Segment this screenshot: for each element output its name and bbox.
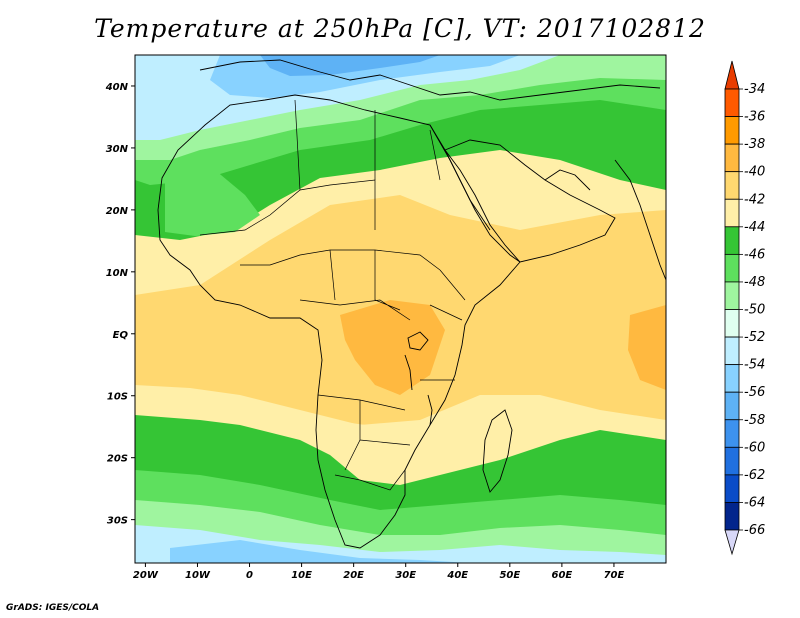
colorbar-label: -66 (744, 523, 765, 538)
map-title: Temperature at 250hPa [C], VT: 201710281… (94, 14, 706, 43)
y-tick-label: 30S (107, 516, 128, 527)
colorbar-label: -34 (744, 82, 765, 97)
y-tick-label: 20S (107, 454, 128, 465)
colorbar-label: -40 (744, 165, 765, 180)
europe-coastline (199, 59, 661, 101)
y-tick-label: EQ (113, 330, 129, 341)
map-frame (134, 54, 667, 564)
colorbar-label: -46 (744, 247, 765, 262)
colorbar-label: -38 (744, 137, 765, 152)
x-tick-label: 20E (343, 570, 364, 581)
x-tick-label: 0 (246, 570, 253, 581)
coastlines (157, 59, 666, 549)
colorbar-over-arrow (724, 60, 740, 90)
colorbar-swatch (724, 88, 740, 117)
colorbar-under-arrow (724, 529, 740, 556)
border-east (420, 269, 466, 381)
credit-label: GrADS: IGES/COLA (6, 603, 100, 613)
colorbar-label: -58 (744, 413, 765, 428)
lake-malawi (427, 394, 433, 426)
colorbar-swatch (724, 446, 740, 476)
y-tick-label: 30N (106, 144, 129, 155)
x-tick-label: 30E (395, 570, 416, 581)
field-south-54 (170, 540, 470, 563)
y-tick-label: 40N (105, 82, 129, 93)
colorbar-label: -54 (744, 358, 765, 373)
field-congo-40 (340, 300, 445, 395)
india-coastline (614, 159, 666, 281)
x-tick-label: 70E (604, 570, 625, 581)
x-tick-label: 10E (291, 570, 312, 581)
colorbar-swatch (724, 281, 740, 310)
x-tick-label: 20W (133, 570, 159, 581)
border-equatorial (299, 249, 411, 321)
colorbar-swatch (724, 143, 740, 173)
y-axis: 40N 30N 20N 10N EQ 10S 20S 30S (105, 82, 135, 527)
x-tick-label: 10W (185, 570, 211, 581)
colorbar-swatch (724, 253, 740, 283)
colorbar-swatch (724, 336, 740, 366)
border-southern (317, 394, 411, 491)
y-tick-label: 10N (106, 268, 129, 279)
africa-coastline (157, 94, 521, 549)
colorbar-swatch (724, 116, 740, 145)
y-tick-label: 20N (106, 206, 129, 217)
colorbar-swatch (724, 419, 740, 448)
colorbar-swatch (724, 474, 740, 503)
arabian-gulf-coast (544, 169, 591, 191)
arabia-coastline (444, 139, 616, 263)
colorbar-label: -48 (744, 275, 765, 290)
colorbar-swatch (724, 502, 740, 531)
colorbar-label: -62 (744, 468, 765, 483)
x-tick-label: 50E (499, 570, 520, 581)
colorbar-label: -60 (744, 440, 765, 455)
colorbar-label: -56 (744, 385, 765, 400)
temperature-field (135, 55, 666, 563)
field-north-56 (260, 55, 440, 76)
colorbar-label: -44 (744, 220, 765, 235)
y-tick-label: 10S (107, 392, 128, 403)
colorbar-swatch (724, 171, 740, 200)
x-tick-label: 40E (446, 570, 468, 581)
colorbar-swatch (724, 364, 740, 393)
field-indian-40 (628, 305, 666, 390)
colorbar: -34 -36 -38 -40 -42 -44 -46 -48 -50 -52 -54 -56 -58 -… (724, 60, 765, 556)
colorbar-swatch (724, 391, 740, 421)
colorbar-swatch (724, 309, 740, 338)
colorbar-label: -64 (744, 495, 765, 510)
x-tick-label: 60E (552, 570, 573, 581)
lake-victoria (407, 331, 429, 351)
red-sea-coast (429, 124, 491, 231)
field-mauritania-48 (165, 165, 260, 236)
lake-tanganyika (404, 354, 413, 391)
x-axis: 20W 10W 0 10E 20E 30E 40E 50E 60E 70E (133, 563, 625, 581)
madagascar-coastline (482, 409, 513, 493)
colorbar-label: -50 (744, 303, 765, 318)
country-borders (199, 99, 466, 491)
colorbar-swatch (724, 198, 740, 228)
colorbar-label: -36 (744, 110, 765, 125)
colorbar-swatch (724, 226, 740, 255)
colorbar-label: -42 (744, 192, 765, 207)
colorbar-label: -52 (744, 330, 765, 345)
border-north (294, 99, 441, 191)
